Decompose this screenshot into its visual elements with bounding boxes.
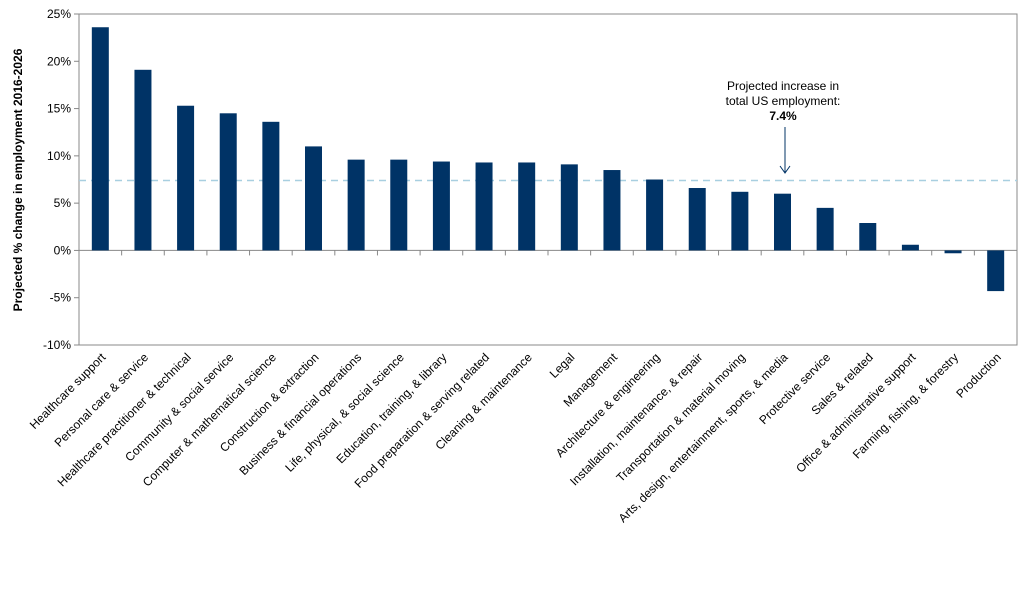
y-tick-label: 25%: [47, 7, 71, 21]
bar: [987, 250, 1005, 292]
bar: [262, 121, 280, 251]
y-tick-label: 20%: [47, 54, 71, 68]
bar: [731, 191, 749, 251]
axes-group: [78, 13, 1018, 346]
annotation-group: Projected increase in total US employmen…: [726, 79, 841, 174]
bar: [816, 207, 834, 251]
y-tick-label: 5%: [54, 196, 72, 210]
annotation-line-1: Projected increase in: [727, 79, 839, 93]
bar: [347, 159, 365, 251]
y-tick-labels-group: -10% -5% 0% 5% 10% 15% 20% 25%: [43, 7, 79, 352]
annotation-arrow-head: [779, 165, 791, 174]
annotation-line-2: total US employment:: [726, 94, 841, 108]
y-tick-label: 0%: [54, 243, 72, 257]
annotation-value: 7.4%: [769, 109, 797, 123]
bar: [177, 105, 195, 251]
bar: [432, 161, 450, 251]
category-label: Legal: [547, 350, 578, 381]
y-axis-title: Projected % change in employment 2016-20…: [11, 48, 25, 311]
bar: [91, 27, 109, 251]
bar: [560, 164, 578, 251]
category-label: Protective service: [756, 350, 833, 427]
y-tick-label: 10%: [47, 149, 71, 163]
y-tick-label: -5%: [50, 291, 72, 305]
bar: [901, 244, 919, 251]
bar: [944, 250, 962, 254]
bar: [390, 159, 408, 251]
bar: [305, 146, 322, 251]
bars-group: [91, 27, 1005, 292]
bar: [688, 188, 706, 251]
bar: [603, 170, 621, 251]
bar: [859, 223, 877, 251]
category-label: Production: [953, 350, 1003, 400]
plot-area-border: [78, 13, 1018, 346]
category-label: Healthcare support: [27, 350, 109, 432]
bar: [774, 193, 791, 251]
bar: [134, 69, 152, 251]
bar: [219, 113, 237, 251]
bar: [646, 179, 664, 251]
y-tick-label: 15%: [47, 102, 71, 116]
bar: [518, 162, 536, 251]
y-tick-label: -10%: [43, 338, 71, 352]
bar: [475, 162, 493, 251]
